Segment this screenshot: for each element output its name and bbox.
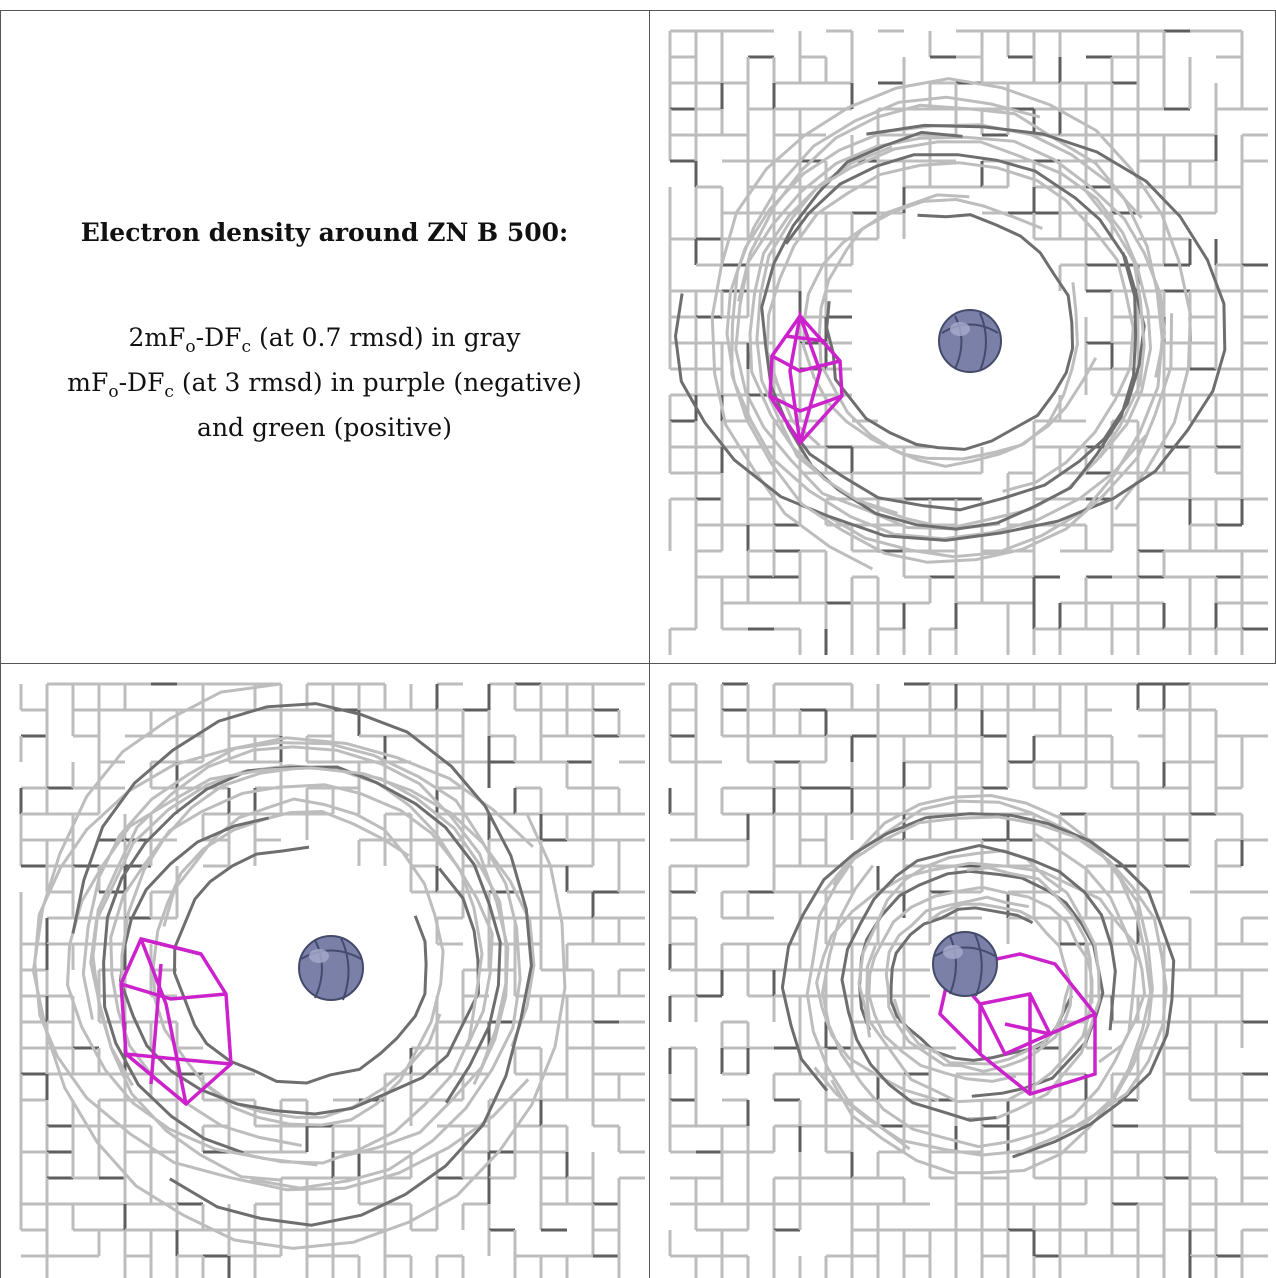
mesh-view-3	[668, 682, 1268, 1278]
zinc-sphere-1	[938, 309, 1002, 373]
purple-negative-density-2	[119, 936, 233, 1107]
mesh-view-2	[19, 682, 645, 1278]
zinc-sphere-2	[298, 935, 364, 1001]
density-view-2	[1, 664, 649, 1278]
caption-title: Electron density around ZN B 500:	[80, 218, 569, 247]
gray-mesh-1	[668, 29, 1268, 655]
density-view-1	[650, 11, 1275, 663]
mesh-view-1	[668, 29, 1268, 655]
gray-mesh-3	[668, 682, 1268, 1278]
purple-negative-density-1	[768, 309, 844, 446]
frame-center	[649, 10, 650, 1278]
caption-lines: 2mFo-DFc (at 0.7 rmsd) in gray mFo-DFc (…	[0, 320, 649, 445]
frame-left	[0, 10, 1, 1278]
density-view-3	[650, 664, 1275, 1278]
caption-line-2: mFo-DFc (at 3 rmsd) in purple (negative)	[67, 368, 582, 402]
caption-line-1: 2mFo-DFc (at 0.7 rmsd) in gray	[128, 323, 521, 357]
frame-middle	[0, 663, 1276, 664]
caption-line-3: and green (positive)	[197, 413, 452, 442]
caption-cell: Electron density around ZN B 500: 2mFo-D…	[0, 0, 649, 663]
gray-mesh-2	[19, 682, 645, 1278]
frame-top	[0, 10, 1276, 11]
zinc-sphere-3	[932, 931, 998, 997]
